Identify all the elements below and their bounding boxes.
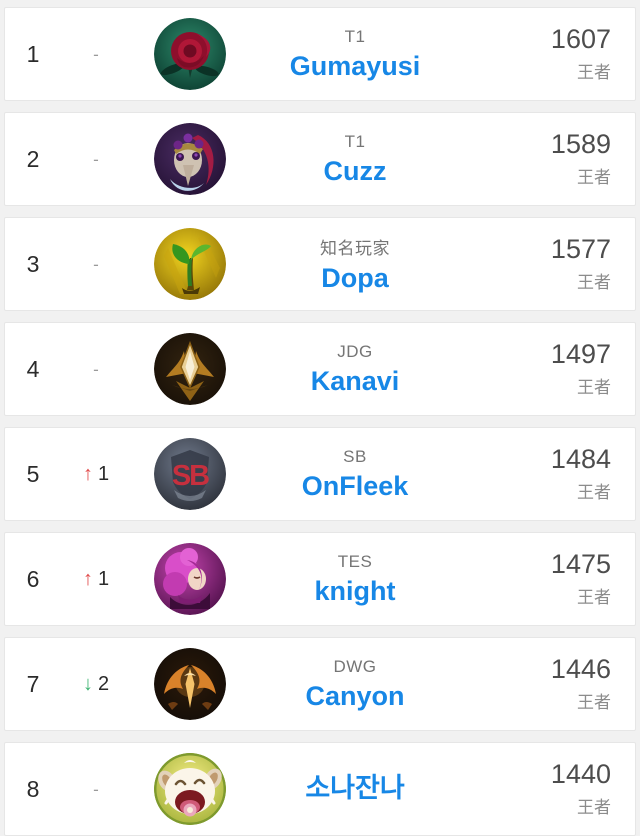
player-avatar[interactable] bbox=[154, 123, 226, 195]
rank-change: ↑ 1 bbox=[61, 568, 131, 591]
rank-number: 3 bbox=[26, 250, 40, 277]
rank-change-arrow: - bbox=[93, 149, 99, 169]
score-value: 1475 bbox=[550, 549, 611, 580]
team-name: T1 bbox=[344, 26, 366, 46]
player-name[interactable]: Canyon bbox=[305, 680, 405, 711]
poro-plague-doctor-avatar-icon bbox=[154, 123, 226, 195]
team-name: SB bbox=[343, 446, 367, 466]
player-avatar[interactable] bbox=[154, 228, 226, 300]
player-name[interactable]: Cuzz bbox=[323, 155, 387, 186]
team-name: 知名玩家 bbox=[320, 239, 390, 259]
score-value: 1446 bbox=[550, 654, 611, 685]
tier-label: 王者 bbox=[577, 167, 611, 187]
rank-change: - bbox=[61, 256, 131, 273]
player-avatar[interactable] bbox=[154, 543, 226, 615]
rank-change-value: 1 bbox=[97, 462, 110, 485]
rank-change-arrow: - bbox=[93, 359, 99, 379]
score-value: 1607 bbox=[550, 24, 611, 55]
tier-label: 王者 bbox=[577, 272, 611, 292]
rank-number: 5 bbox=[26, 460, 40, 487]
player-avatar[interactable] bbox=[154, 648, 226, 720]
rank-change: - bbox=[61, 46, 131, 63]
leaderboard-row[interactable]: 8 - bbox=[4, 742, 636, 836]
sprout-avatar-icon bbox=[154, 228, 226, 300]
player-name[interactable]: Kanavi bbox=[310, 365, 400, 396]
rank-change-arrow: - bbox=[93, 254, 99, 274]
player-avatar[interactable] bbox=[154, 333, 226, 405]
rose-avatar-icon bbox=[154, 18, 226, 90]
poro-avatar-icon bbox=[154, 753, 226, 825]
score-value: 1440 bbox=[550, 759, 611, 790]
rank-change-value: 2 bbox=[97, 672, 110, 695]
score-value: 1577 bbox=[550, 234, 611, 265]
rank-number: 6 bbox=[26, 565, 40, 592]
team-name: TES bbox=[337, 551, 373, 571]
team-name: DWG bbox=[333, 656, 377, 676]
xayah-avatar-icon bbox=[154, 543, 226, 615]
tier-label: 王者 bbox=[577, 482, 611, 502]
rank-change: ↓ 2 bbox=[61, 673, 131, 696]
score-value: 1484 bbox=[550, 444, 611, 475]
score-value: 1497 bbox=[550, 339, 611, 370]
rank-number: 4 bbox=[26, 355, 40, 382]
svg-text:SB: SB bbox=[172, 460, 209, 492]
rank-change: - bbox=[61, 361, 131, 378]
tier-label: 王者 bbox=[577, 797, 611, 817]
score-value: 1589 bbox=[550, 129, 611, 160]
rank-number: 1 bbox=[26, 40, 40, 67]
player-name[interactable]: Gumayusi bbox=[289, 50, 421, 81]
rank-number: 2 bbox=[26, 145, 40, 172]
player-avatar[interactable]: SB bbox=[154, 438, 226, 510]
leaderboard-row[interactable]: 1 - T1 Gumayusi 1607 王者 bbox=[4, 7, 636, 101]
player-avatar[interactable] bbox=[154, 753, 226, 825]
player-name[interactable]: Dopa bbox=[321, 263, 389, 294]
rank-change-arrow: ↑ bbox=[82, 568, 93, 590]
rank-change-arrow: ↓ bbox=[82, 673, 93, 695]
rank-change: - bbox=[61, 781, 131, 798]
rank-change-arrow: ↑ bbox=[82, 463, 93, 485]
sb-team-logo-avatar-icon: SB bbox=[154, 438, 226, 510]
tier-label: 王者 bbox=[577, 62, 611, 82]
player-avatar[interactable] bbox=[154, 18, 226, 90]
rank-change-arrow: - bbox=[93, 779, 99, 799]
leaderboard-row[interactable]: 6 ↑ 1 TES knight 1475 王者 bbox=[4, 532, 636, 626]
leaderboard-row[interactable]: 7 ↓ 2 DWG Canyon 1446 王者 bbox=[4, 637, 636, 731]
rank-change: - bbox=[61, 151, 131, 168]
team-name: JDG bbox=[337, 341, 373, 361]
player-name[interactable]: 소나잔나 bbox=[305, 773, 405, 804]
tier-label: 王者 bbox=[577, 377, 611, 397]
rank-number: 7 bbox=[26, 670, 40, 697]
leaderboard-row[interactable]: 4 - JDG Kanavi 1497 王者 bbox=[4, 322, 636, 416]
team-name: T1 bbox=[344, 131, 366, 151]
leaderboard-row[interactable]: 3 - 知名玩家 Dopa 1577 王者 bbox=[4, 217, 636, 311]
tier-label: 王者 bbox=[577, 692, 611, 712]
player-name[interactable]: knight bbox=[314, 575, 396, 606]
rank-number: 8 bbox=[26, 775, 40, 802]
gold-crest-avatar-icon bbox=[154, 333, 226, 405]
tier-label: 王者 bbox=[577, 587, 611, 607]
flame-crest-avatar-icon bbox=[154, 648, 226, 720]
leaderboard-row[interactable]: 5 ↑ 1 SB SB OnFleek 1484 王者 bbox=[4, 427, 636, 521]
player-name[interactable]: OnFleek bbox=[301, 470, 409, 501]
rank-change: ↑ 1 bbox=[61, 463, 131, 486]
rank-change-arrow: - bbox=[93, 44, 99, 64]
rank-change-value: 1 bbox=[97, 567, 110, 590]
leaderboard-row[interactable]: 2 - T1 Cuz bbox=[4, 112, 636, 206]
